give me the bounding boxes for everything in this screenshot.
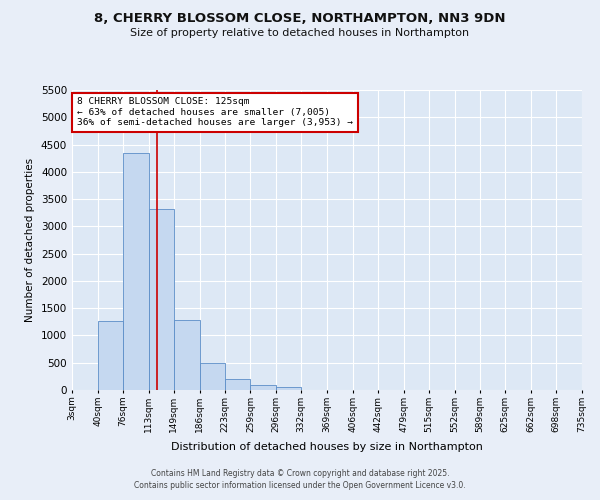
- Text: Size of property relative to detached houses in Northampton: Size of property relative to detached ho…: [130, 28, 470, 38]
- Bar: [225, 378, 250, 390]
- Bar: [174, 320, 199, 390]
- Bar: [276, 388, 301, 390]
- Text: Contains HM Land Registry data © Crown copyright and database right 2025.: Contains HM Land Registry data © Crown c…: [151, 468, 449, 477]
- Text: Contains public sector information licensed under the Open Government Licence v3: Contains public sector information licen…: [134, 481, 466, 490]
- Bar: [98, 320, 123, 390]
- Bar: [250, 385, 276, 390]
- Text: 8, CHERRY BLOSSOM CLOSE, NORTHAMPTON, NN3 9DN: 8, CHERRY BLOSSOM CLOSE, NORTHAMPTON, NN…: [94, 12, 506, 26]
- Text: 8 CHERRY BLOSSOM CLOSE: 125sqm
← 63% of detached houses are smaller (7,005)
36% : 8 CHERRY BLOSSOM CLOSE: 125sqm ← 63% of …: [77, 98, 353, 128]
- Bar: [149, 209, 174, 390]
- Text: Distribution of detached houses by size in Northampton: Distribution of detached houses by size …: [171, 442, 483, 452]
- Y-axis label: Number of detached properties: Number of detached properties: [25, 158, 35, 322]
- Bar: [123, 152, 149, 390]
- Bar: [199, 362, 225, 390]
